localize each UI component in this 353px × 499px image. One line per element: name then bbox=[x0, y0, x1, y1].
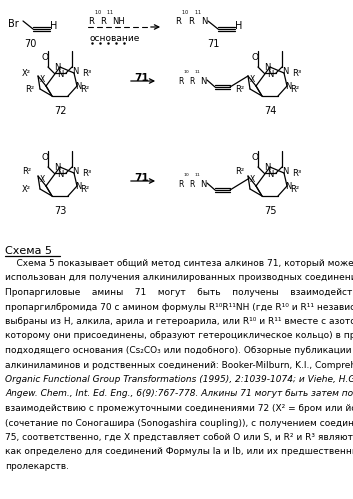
Text: 71: 71 bbox=[135, 173, 149, 183]
Text: O: O bbox=[251, 153, 258, 162]
Text: Схема 5 показывает общий метод синтеза алкинов 71, который может быть: Схема 5 показывает общий метод синтеза а… bbox=[5, 259, 353, 268]
Text: R: R bbox=[188, 17, 194, 26]
Text: $^{10}$: $^{10}$ bbox=[183, 173, 190, 178]
Text: X²: X² bbox=[22, 185, 31, 194]
Text: Пропаргиловые    амины    71    могут    быть    получены    взаимодействием: Пропаргиловые амины 71 могут быть получе… bbox=[5, 288, 353, 297]
Text: пролекарств.: пролекарств. bbox=[5, 462, 69, 471]
Text: R³: R³ bbox=[82, 169, 91, 178]
Text: которому они присоединены, образуют гетероциклическое кольцо) в присутствии: которому они присоединены, образуют гете… bbox=[5, 331, 353, 340]
Text: 75, соответственно, где X представляет собой O или S, и R² и R³ являются такими: 75, соответственно, где X представляет с… bbox=[5, 433, 353, 442]
Text: 74: 74 bbox=[264, 106, 276, 116]
Text: Схема 5: Схема 5 bbox=[5, 246, 52, 256]
Text: 72: 72 bbox=[54, 106, 66, 116]
Text: N: N bbox=[267, 70, 273, 79]
Text: R²: R² bbox=[22, 167, 31, 176]
Text: O: O bbox=[251, 52, 258, 61]
Text: H: H bbox=[235, 21, 243, 31]
Text: N: N bbox=[282, 167, 288, 176]
Text: R²: R² bbox=[290, 185, 299, 194]
Text: 70: 70 bbox=[24, 39, 36, 49]
Text: R: R bbox=[189, 77, 195, 86]
Text: $^{11}$: $^{11}$ bbox=[194, 173, 201, 178]
Text: N: N bbox=[200, 77, 207, 86]
Text: N: N bbox=[285, 81, 291, 90]
Text: X: X bbox=[250, 175, 255, 184]
Text: пропаргилбромида 70 с амином формулы R¹⁰R¹¹NH (где R¹⁰ и R¹¹ независимо: пропаргилбромида 70 с амином формулы R¹⁰… bbox=[5, 302, 353, 311]
Text: как определено для соединений Формулы Ia и Ib, или их предшественников или: как определено для соединений Формулы Ia… bbox=[5, 448, 353, 457]
Text: $^{10}$: $^{10}$ bbox=[181, 9, 189, 15]
Text: $^{10}$: $^{10}$ bbox=[183, 70, 190, 75]
Text: R: R bbox=[88, 17, 94, 26]
Text: R: R bbox=[189, 180, 195, 189]
Text: R³: R³ bbox=[292, 68, 301, 77]
Text: N: N bbox=[54, 163, 60, 172]
Text: 71: 71 bbox=[207, 39, 219, 49]
Text: X: X bbox=[40, 175, 45, 184]
Text: H: H bbox=[50, 21, 58, 31]
Text: Angew. Chem., Int. Ed. Eng., 6(9):767-778. Алкины 71 могут быть затем подвергнут: Angew. Chem., Int. Ed. Eng., 6(9):767-77… bbox=[5, 390, 353, 399]
Text: N: N bbox=[285, 182, 291, 191]
Text: R²: R² bbox=[235, 167, 244, 176]
Text: R²: R² bbox=[80, 185, 89, 194]
Text: R²: R² bbox=[25, 84, 34, 93]
Text: O: O bbox=[41, 52, 48, 61]
Text: $^{10}$: $^{10}$ bbox=[94, 9, 102, 15]
Text: основание: основание bbox=[90, 34, 140, 43]
Text: N: N bbox=[75, 81, 82, 90]
Text: NH: NH bbox=[112, 17, 125, 26]
Text: N: N bbox=[57, 170, 64, 179]
Text: R: R bbox=[175, 17, 181, 26]
Text: R³: R³ bbox=[292, 169, 301, 178]
Text: N: N bbox=[75, 182, 82, 191]
Text: алкиниламинов и родственных соединений: Booker-Milburn, K.I., Comprehensive: алкиниламинов и родственных соединений: … bbox=[5, 360, 353, 369]
Text: N: N bbox=[282, 66, 288, 75]
Text: X: X bbox=[250, 74, 255, 83]
Text: R: R bbox=[178, 77, 183, 86]
Text: 75: 75 bbox=[264, 206, 276, 216]
Text: X²: X² bbox=[22, 68, 31, 77]
Text: R²: R² bbox=[290, 84, 299, 93]
Text: N: N bbox=[201, 17, 207, 26]
Text: R²: R² bbox=[80, 84, 89, 93]
Text: N: N bbox=[72, 66, 78, 75]
Text: X: X bbox=[40, 74, 45, 83]
Text: N: N bbox=[264, 62, 270, 71]
Text: 73: 73 bbox=[54, 206, 66, 216]
Text: N: N bbox=[200, 180, 207, 189]
Text: N: N bbox=[267, 170, 273, 179]
Text: $^{11}$: $^{11}$ bbox=[106, 9, 114, 15]
Text: N: N bbox=[54, 62, 60, 71]
Text: O: O bbox=[41, 153, 48, 162]
Text: (сочетание по Соногашира (Sonogashira coupling)), с получением соединений 74 и: (сочетание по Соногашира (Sonogashira co… bbox=[5, 419, 353, 428]
Text: 71: 71 bbox=[135, 73, 149, 83]
Text: N: N bbox=[264, 163, 270, 172]
Text: $^{11}$: $^{11}$ bbox=[194, 9, 202, 15]
Text: использован для получения алкинилированных производных соединений 72 и 73.: использован для получения алкинилированн… bbox=[5, 273, 353, 282]
Text: Organic Functional Group Transformations (1995), 2:1039-1074; и Viehe, H.G., (19: Organic Functional Group Transformations… bbox=[5, 375, 353, 384]
Text: N: N bbox=[72, 167, 78, 176]
Text: R: R bbox=[178, 180, 183, 189]
Text: выбраны из Н, алкила, арила и гетероарила, или R¹⁰ и R¹¹ вместе с азотом, к: выбраны из Н, алкила, арила и гетероарил… bbox=[5, 317, 353, 326]
Text: N: N bbox=[57, 70, 64, 79]
Text: R: R bbox=[100, 17, 106, 26]
Text: Br: Br bbox=[8, 19, 19, 29]
Text: R³: R³ bbox=[82, 68, 91, 77]
Text: взаимодействию с промежуточными соединениями 72 (X² = бром или йод) или 73: взаимодействию с промежуточными соединен… bbox=[5, 404, 353, 413]
Text: подходящего основания (Cs₂CO₃ или подобного). Обзорные публикации по синтезу: подходящего основания (Cs₂CO₃ или подобн… bbox=[5, 346, 353, 355]
Text: $^{11}$: $^{11}$ bbox=[194, 70, 201, 75]
Text: R²: R² bbox=[235, 84, 244, 93]
